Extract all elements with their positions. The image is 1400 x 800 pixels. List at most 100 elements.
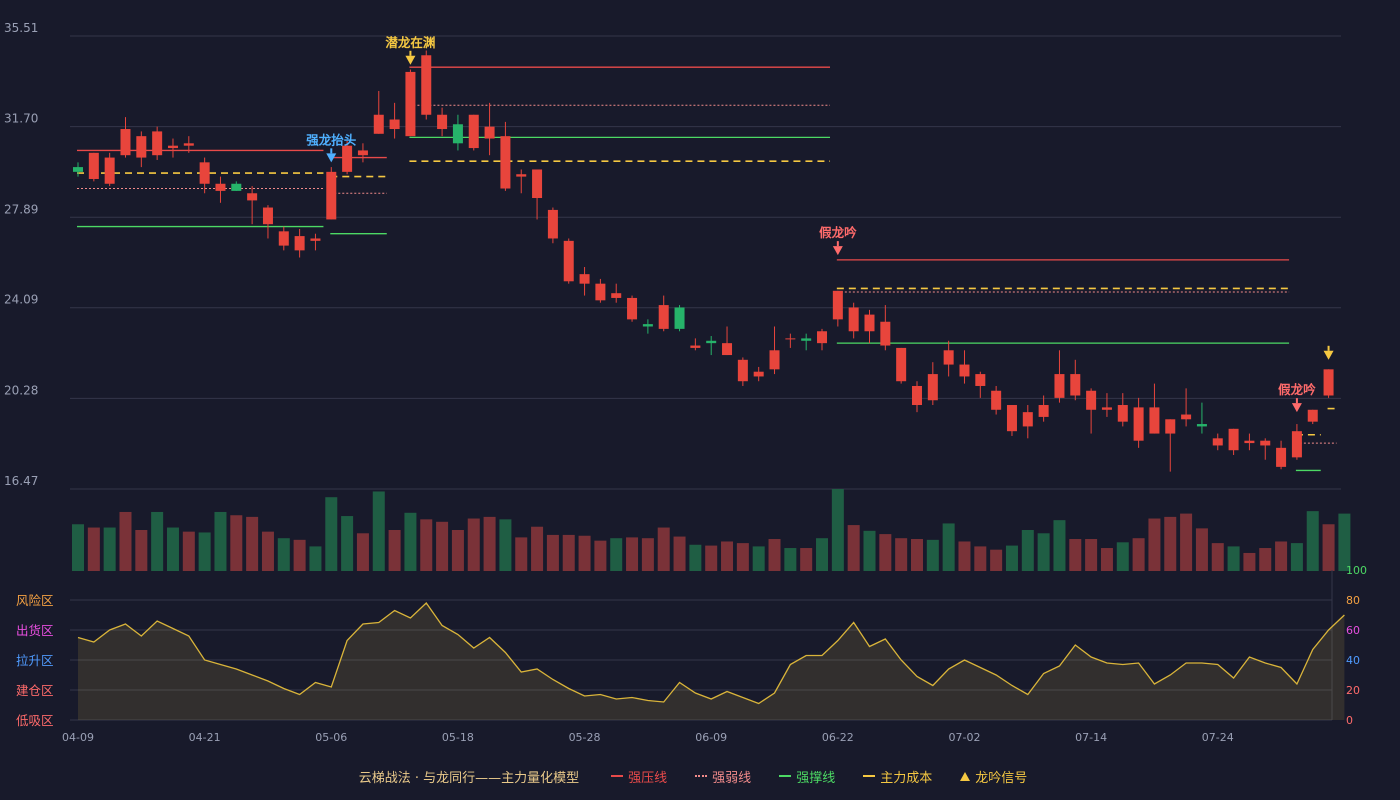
candle-body <box>88 152 99 179</box>
volume-bar <box>926 539 939 571</box>
osc-tick-label: 80 <box>1346 594 1360 607</box>
volume-bar <box>1085 539 1098 571</box>
candle-body <box>737 359 748 382</box>
volume-bar <box>736 543 749 571</box>
volume-bar <box>198 532 211 571</box>
volume-bar <box>942 523 955 571</box>
volume-bar <box>1290 543 1303 571</box>
signal-arrow-icon <box>405 55 416 65</box>
legend-label-support: 强撑线 <box>796 770 836 786</box>
volume-bar <box>166 527 179 571</box>
candle-body <box>437 114 448 130</box>
date-tick-label: 05-18 <box>442 731 474 744</box>
legend-item-signal[interactable]: 龙吟信号 <box>960 767 1027 786</box>
volume-bar <box>72 524 84 571</box>
volume-bar <box>531 526 544 571</box>
signal-arrow-icon <box>832 246 843 256</box>
volume-bar <box>641 538 654 571</box>
legend-label-resist: 强压线 <box>628 770 668 786</box>
osc-tick-label: 40 <box>1346 654 1360 667</box>
volume-bar <box>784 548 797 571</box>
candle-body <box>880 321 891 346</box>
volume-bar <box>895 538 908 571</box>
signal-label: 潜龙在渊 <box>385 35 435 50</box>
volume-bar <box>372 491 385 571</box>
volume-bar <box>562 534 575 571</box>
legend-swatch-resist <box>611 775 624 777</box>
candle-body <box>342 145 353 172</box>
candle-body <box>247 193 258 201</box>
price-tick-label: 24.09 <box>4 293 38 307</box>
candle-body <box>817 331 828 344</box>
candle-body <box>896 347 907 382</box>
candle-body <box>199 162 210 184</box>
volume-bar <box>246 516 259 571</box>
volume-bar <box>309 546 322 571</box>
date-tick-label: 07-14 <box>1075 731 1107 744</box>
volume-bar <box>214 511 227 571</box>
volume-bar <box>990 549 1003 571</box>
date-tick-label: 04-09 <box>62 731 94 744</box>
candle-body <box>1133 407 1144 441</box>
signal-label: 假龙吟 <box>819 225 857 240</box>
candle-body <box>1117 405 1128 422</box>
candle-body <box>975 374 986 386</box>
volume-bar <box>325 497 338 571</box>
legend-item-support[interactable]: 强撑线 <box>779 767 835 786</box>
volume-bar <box>293 539 306 571</box>
candle-body <box>152 131 163 156</box>
volume-bar <box>1195 528 1208 571</box>
volume-bar <box>626 537 639 571</box>
volume-bar <box>182 531 195 571</box>
volume-bar <box>1259 548 1272 571</box>
candle-body <box>1165 419 1176 434</box>
candle-body <box>500 136 511 189</box>
candle-body <box>294 236 305 251</box>
volume-bar <box>831 489 844 571</box>
legend-item-resist[interactable]: 强压线 <box>611 767 667 786</box>
volume-bar <box>1243 552 1256 571</box>
volume-bar <box>420 519 433 571</box>
volume-bars <box>70 488 1351 571</box>
osc-tick-label: 100 <box>1346 564 1367 577</box>
volume-bar <box>467 518 480 571</box>
candle-body <box>1070 374 1081 396</box>
candle-body <box>452 124 463 144</box>
volume-bar <box>816 538 829 571</box>
volume-bar <box>151 511 164 571</box>
candle-body <box>959 364 970 377</box>
candle-body <box>120 129 131 156</box>
price-tick-label: 27.89 <box>4 202 38 216</box>
volume-bar <box>1306 511 1319 571</box>
volume-bar <box>230 515 243 571</box>
volume-bar <box>515 537 528 571</box>
volume-bar <box>800 548 813 571</box>
candle-body <box>595 283 606 301</box>
volume-bar <box>974 546 987 571</box>
osc-area <box>78 603 1345 720</box>
volume-bar <box>483 516 496 571</box>
candle-body <box>1006 405 1017 432</box>
triangle-icon <box>960 771 971 781</box>
volume-bar <box>768 539 781 571</box>
candle-body <box>231 183 242 191</box>
price-tick-label: 16.47 <box>4 474 38 488</box>
legend-label-cost: 主力成本 <box>880 770 933 786</box>
osc-line <box>77 602 1345 705</box>
candle-body <box>1244 440 1255 444</box>
volume-bar <box>673 536 686 571</box>
legend-item-weak[interactable]: 强弱线 <box>695 767 751 786</box>
legend-swatch-support <box>779 775 792 777</box>
candle-body <box>943 350 954 365</box>
legend-item-cost[interactable]: 主力成本 <box>863 767 932 786</box>
candle-body <box>785 338 796 340</box>
candle-body <box>769 350 780 370</box>
candle-body <box>1291 431 1302 458</box>
volume-bar <box>261 531 274 571</box>
candle-body <box>389 119 400 130</box>
candlesticks <box>73 50 1334 472</box>
candle-body <box>1276 447 1287 467</box>
candle-body <box>563 240 574 282</box>
price-tick-label: 20.28 <box>4 383 38 397</box>
candle-body <box>864 314 875 332</box>
